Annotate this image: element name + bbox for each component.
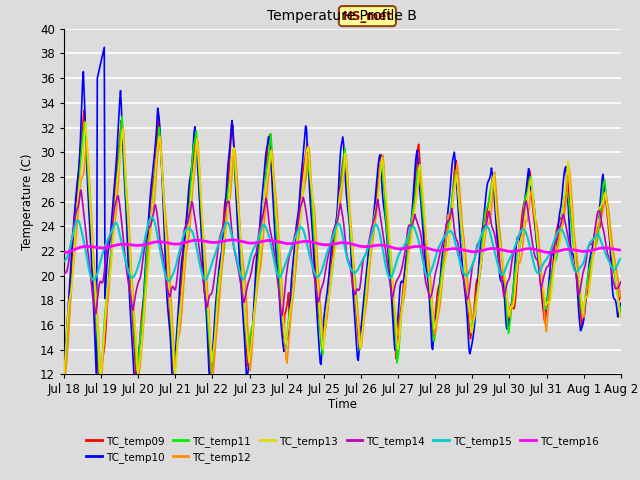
TC_temp11: [617, 304, 625, 310]
TC_temp11: [97, 381, 104, 387]
Line: TC_temp15: TC_temp15: [64, 217, 621, 281]
TC_temp09: [412, 173, 419, 179]
Line: TC_temp09: TC_temp09: [64, 110, 621, 387]
X-axis label: Time: Time: [328, 398, 357, 411]
TC_temp15: [60, 258, 68, 264]
TC_temp13: [82, 120, 90, 125]
TC_temp16: [214, 240, 221, 245]
TC_temp12: [214, 313, 222, 319]
TC_temp12: [60, 386, 68, 392]
TC_temp11: [428, 310, 436, 315]
TC_temp16: [411, 244, 419, 250]
TC_temp15: [215, 240, 223, 246]
TC_temp13: [215, 286, 223, 291]
TC_temp10: [428, 344, 436, 349]
TC_temp15: [164, 278, 172, 284]
Line: TC_temp10: TC_temp10: [64, 48, 621, 397]
TC_temp14: [185, 216, 193, 221]
TC_temp09: [617, 292, 625, 298]
TC_temp10: [617, 300, 625, 306]
TC_temp09: [80, 108, 88, 113]
Line: TC_temp11: TC_temp11: [64, 117, 621, 384]
TC_temp13: [186, 214, 193, 219]
TC_temp15: [412, 228, 419, 234]
TC_temp11: [60, 366, 68, 372]
TC_temp14: [128, 304, 136, 310]
TC_temp12: [185, 235, 193, 241]
TC_temp11: [70, 251, 78, 257]
TC_temp14: [278, 313, 285, 319]
Text: HS_met: HS_met: [342, 10, 392, 23]
TC_temp14: [428, 291, 436, 297]
TC_temp09: [96, 384, 104, 390]
TC_temp16: [617, 247, 625, 253]
TC_temp10: [100, 45, 108, 50]
TC_temp16: [70, 247, 78, 252]
TC_temp13: [412, 201, 419, 206]
TC_temp13: [129, 300, 137, 305]
TC_temp10: [186, 179, 193, 185]
TC_temp13: [428, 300, 436, 306]
TC_temp10: [70, 215, 78, 221]
TC_temp10: [60, 355, 68, 360]
TC_temp09: [428, 324, 436, 329]
TC_temp11: [129, 307, 137, 312]
TC_temp15: [127, 275, 135, 280]
TC_temp14: [70, 223, 78, 228]
TC_temp12: [70, 255, 78, 261]
TC_temp10: [215, 267, 223, 273]
TC_temp12: [119, 124, 127, 130]
TC_temp12: [428, 285, 435, 291]
TC_temp13: [70, 250, 78, 256]
TC_temp13: [60, 374, 68, 380]
TC_temp13: [617, 311, 625, 316]
Line: TC_temp13: TC_temp13: [64, 122, 621, 382]
TC_temp14: [617, 279, 625, 285]
Line: TC_temp16: TC_temp16: [64, 240, 621, 252]
TC_temp14: [77, 187, 85, 193]
TC_temp12: [411, 204, 419, 210]
TC_temp12: [128, 278, 136, 284]
Legend: TC_temp09, TC_temp10, TC_temp11, TC_temp12, TC_temp13, TC_temp14, TC_temp15, TC_: TC_temp09, TC_temp10, TC_temp11, TC_temp…: [82, 432, 603, 467]
TC_temp14: [412, 215, 419, 220]
TC_temp16: [127, 242, 135, 248]
TC_temp16: [228, 237, 236, 243]
TC_temp09: [60, 377, 68, 383]
TC_temp11: [118, 114, 126, 120]
Title: Temperature Profile B: Temperature Profile B: [268, 10, 417, 24]
TC_temp10: [131, 394, 139, 400]
TC_temp10: [128, 340, 136, 346]
TC_temp11: [186, 205, 193, 211]
TC_temp13: [97, 379, 104, 385]
Y-axis label: Temperature (C): Temperature (C): [21, 153, 35, 250]
TC_temp15: [148, 215, 156, 220]
TC_temp09: [129, 320, 137, 326]
TC_temp16: [184, 239, 192, 245]
TC_temp15: [428, 266, 436, 272]
Line: TC_temp12: TC_temp12: [64, 127, 621, 389]
TC_temp09: [70, 222, 78, 228]
TC_temp14: [60, 272, 68, 278]
TC_temp12: [617, 295, 625, 300]
TC_temp15: [70, 226, 78, 232]
TC_temp14: [214, 245, 222, 251]
TC_temp15: [186, 226, 193, 231]
TC_temp09: [186, 188, 193, 193]
TC_temp09: [215, 293, 223, 299]
Line: TC_temp14: TC_temp14: [64, 190, 621, 316]
TC_temp16: [60, 250, 68, 255]
TC_temp15: [617, 256, 625, 262]
TC_temp11: [215, 276, 223, 281]
TC_temp11: [412, 189, 419, 194]
TC_temp10: [412, 158, 419, 164]
TC_temp16: [428, 247, 435, 252]
